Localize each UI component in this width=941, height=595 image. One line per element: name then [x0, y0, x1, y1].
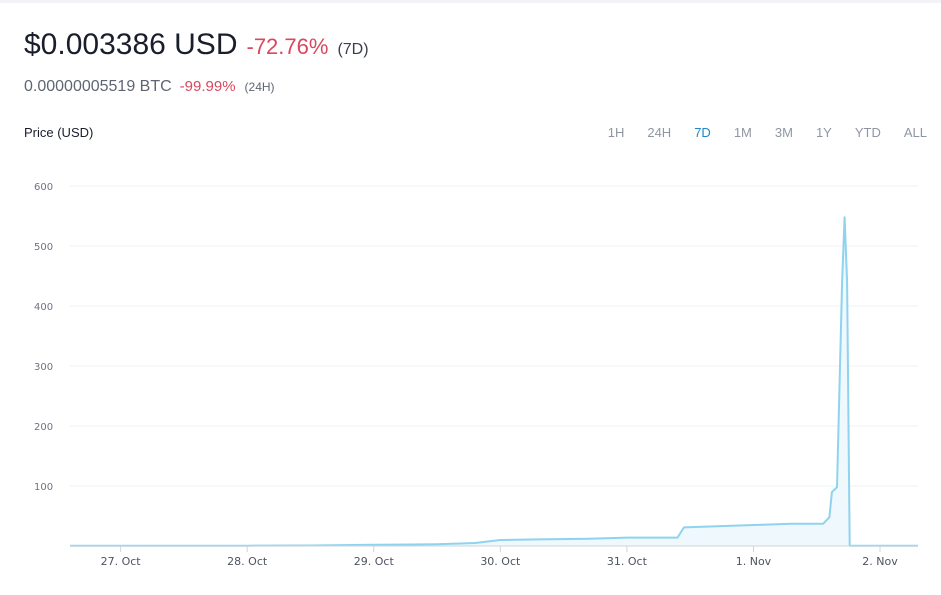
btc-price-row: 0.00000005519 BTC -99.99% (24H) [24, 78, 275, 96]
top-divider [0, 0, 941, 3]
price-chart: 100 200 300 400 500 600 27. Oct 28. Oct 29. Oct 3… [34, 182, 918, 568]
range-1y-button[interactable]: 1Y [815, 125, 832, 140]
x-tick-label: 30. Oct [480, 555, 521, 568]
btc-price: 0.00000005519 BTC [24, 78, 172, 95]
usd-price: $0.003386 USD [24, 28, 238, 61]
x-tick-label: 1. Nov [736, 555, 772, 568]
period-7d-label: (7D) [337, 41, 369, 58]
y-tick-label: 400 [34, 302, 53, 313]
x-tick-label: 2. Nov [862, 555, 898, 568]
y-tick-label: 300 [34, 362, 53, 373]
period-24h-label: (24H) [244, 80, 275, 94]
y-tick-label: 100 [34, 482, 53, 493]
range-ytd-button[interactable]: YTD [854, 125, 881, 140]
x-tick-label: 28. Oct [227, 555, 268, 568]
y-tick-label: 200 [34, 422, 53, 433]
price-area-fill [70, 217, 918, 546]
range-selector: 1H 24H 7D 1M 3M 1Y YTD ALL [585, 125, 927, 140]
price-series-line [70, 216, 918, 547]
range-1m-button[interactable]: 1M [733, 125, 752, 140]
change-7d: -72.76% [246, 34, 329, 59]
range-24h-button[interactable]: 24H [647, 125, 672, 140]
change-24h: -99.99% [179, 78, 236, 95]
x-tick-label: 31. Oct [607, 555, 648, 568]
range-1h-button[interactable]: 1H [607, 125, 625, 140]
range-all-button[interactable]: ALL [903, 125, 927, 140]
range-7d-button[interactable]: 7D [694, 125, 711, 140]
x-tick-label: 29. Oct [354, 555, 395, 568]
y-tick-label: 600 [34, 182, 53, 193]
y-tick-label: 500 [34, 242, 53, 253]
x-tick-label: 27. Oct [101, 555, 142, 568]
chart-axis-title: Price (USD) [24, 125, 94, 140]
range-3m-button[interactable]: 3M [774, 125, 793, 140]
price-header: $0.003386 USD -72.76% (7D) [24, 28, 369, 62]
